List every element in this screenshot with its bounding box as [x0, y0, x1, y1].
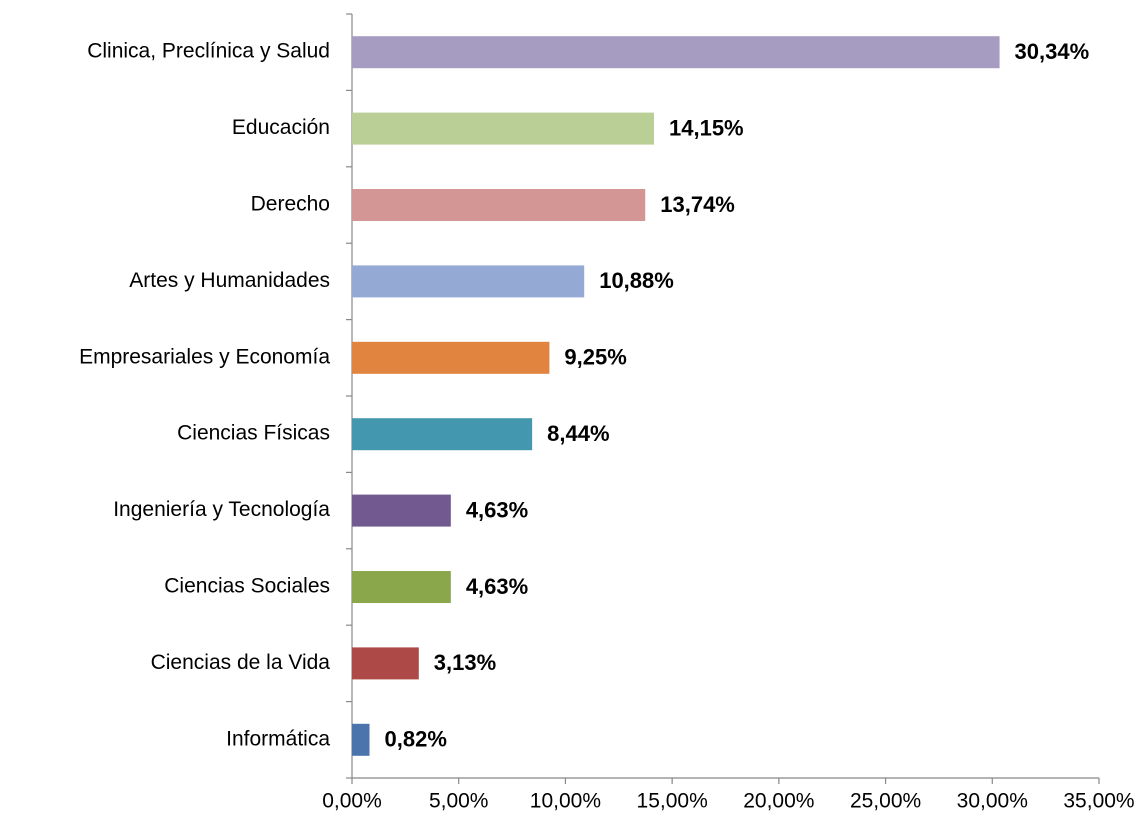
y-tick-label: Informática	[226, 727, 330, 750]
bar	[352, 723, 370, 756]
y-tick-label: Ciencias de la Vida	[151, 651, 331, 674]
bar	[352, 265, 585, 298]
y-tick-label: Ingeniería y Tecnología	[113, 498, 330, 521]
bar	[352, 189, 646, 221]
x-tick-label: 30,00%	[957, 790, 1028, 813]
value-label: 13,74%	[660, 192, 735, 217]
x-tick-label: 10,00%	[530, 790, 601, 813]
bar	[352, 36, 1000, 69]
value-label: 9,25%	[564, 345, 626, 370]
x-tick-label: 25,00%	[850, 790, 921, 813]
value-label: 4,63%	[466, 497, 528, 522]
bar	[352, 341, 550, 374]
y-tick-label: Educación	[232, 116, 330, 139]
value-label: 10,88%	[599, 268, 674, 293]
x-tick-label: 35,00%	[1063, 790, 1134, 813]
bar	[352, 112, 655, 145]
y-tick-label: Artes y Humanidades	[129, 269, 330, 292]
y-tick-label: Ciencias Físicas	[177, 422, 330, 445]
x-tick-label: 5,00%	[429, 790, 489, 813]
y-tick-label: Empresariales y Economía	[79, 345, 330, 368]
value-label: 3,13%	[434, 650, 496, 675]
value-label: 30,34%	[1015, 39, 1090, 64]
bar	[352, 418, 533, 451]
y-tick-label: Derecho	[251, 193, 330, 216]
y-tick-label: Clinica, Preclínica y Salud	[87, 40, 330, 63]
value-label: 4,63%	[466, 574, 528, 599]
value-label: 14,15%	[669, 115, 744, 140]
x-tick-label: 0,00%	[322, 790, 382, 813]
value-label: 8,44%	[547, 421, 609, 446]
y-tick-label: Ciencias Sociales	[164, 575, 330, 598]
bar	[352, 571, 451, 603]
bar	[352, 647, 419, 680]
x-tick-label: 20,00%	[743, 790, 814, 813]
bar	[352, 494, 451, 527]
x-tick-label: 15,00%	[637, 790, 708, 813]
value-label: 0,82%	[385, 727, 447, 752]
